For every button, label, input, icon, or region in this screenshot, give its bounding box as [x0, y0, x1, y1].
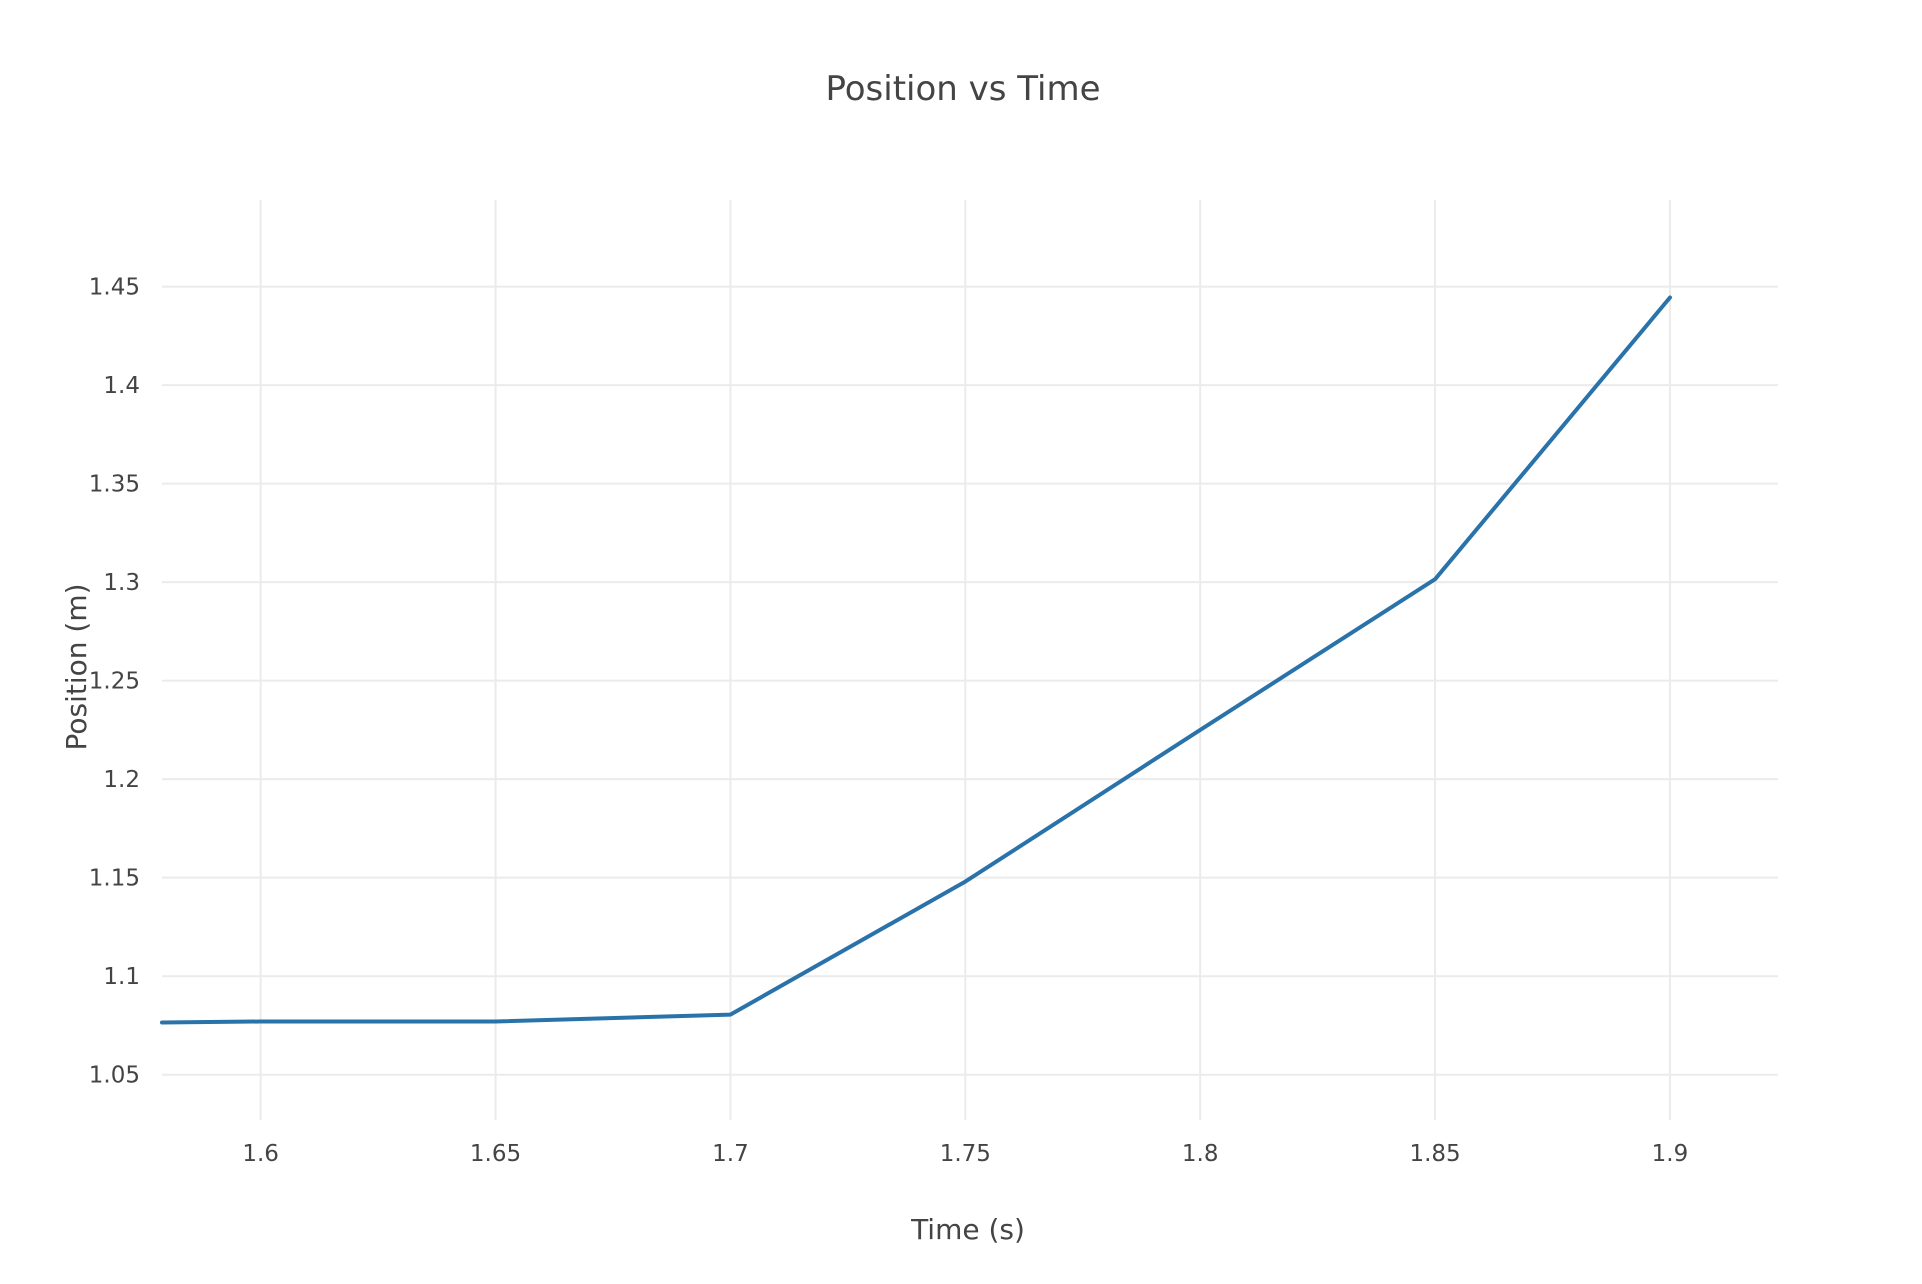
y-tick-label: 1.1 — [103, 964, 140, 990]
y-axis-title: Position (m) — [60, 583, 93, 750]
y-tick-label: 1.15 — [89, 866, 140, 892]
x-tick-label: 1.65 — [470, 1141, 521, 1167]
x-tick-label: 1.85 — [1409, 1141, 1460, 1167]
tick-label-layer: 1.6 1.65 1.7 1.75 1.8 1.85 1.9 1.05 1.1 1.15 1.2 1.… — [89, 275, 1688, 1167]
x-tick-label: 1.8 — [1182, 1141, 1219, 1167]
grid-layer — [162, 200, 1778, 1120]
x-tick-label: 1.9 — [1652, 1141, 1689, 1167]
x-tick-label: 1.6 — [242, 1141, 279, 1167]
y-tick-label: 1.25 — [89, 669, 140, 695]
y-tick-label: 1.2 — [103, 767, 140, 793]
x-axis-title: Time (s) — [910, 1213, 1025, 1246]
y-tick-label: 1.4 — [103, 373, 140, 399]
series-line — [160, 295, 1672, 1025]
y-tick-label: 1.45 — [89, 275, 140, 301]
y-tick-label: 1.3 — [103, 570, 140, 596]
chart-title: Position vs Time — [825, 69, 1100, 109]
x-tick-label: 1.75 — [940, 1141, 991, 1167]
y-tick-label: 1.35 — [89, 472, 140, 498]
y-tick-label: 1.05 — [89, 1063, 140, 1089]
x-tick-label: 1.7 — [712, 1141, 749, 1167]
series-layer — [160, 295, 1672, 1025]
